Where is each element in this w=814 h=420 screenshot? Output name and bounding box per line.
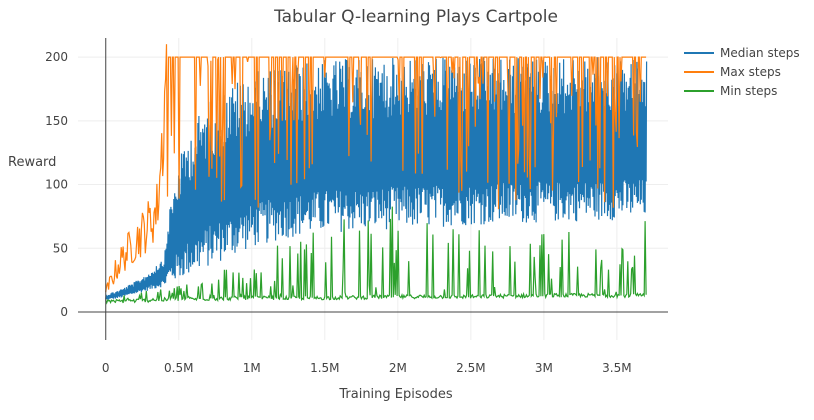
y-tick-label: 100 [45,178,68,192]
x-tick-label: 3M [535,361,553,375]
legend-label: Median steps [720,46,800,60]
x-axis-title: Training Episodes [338,387,452,402]
x-tick-label: 3.5M [602,361,631,375]
legend-item[interactable]: Median steps [684,46,800,60]
chart-title: Tabular Q-learning Plays Cartpole [273,7,558,27]
axes [78,38,668,340]
y-tick-labels: 0 50 100 150 200 [45,50,68,319]
series-area [105,44,648,305]
y-tick-label: 50 [53,241,68,255]
legend-item[interactable]: Min steps [684,84,777,98]
x-tick-label: 0.5M [164,361,193,375]
x-tick-label: 1.5M [310,361,339,375]
legend[interactable]: Median steps Max steps Min steps [684,46,800,98]
legend-label: Min steps [720,84,777,98]
legend-label: Max steps [720,65,781,79]
x-tick-label: 2M [389,361,407,375]
x-tick-label: 2.5M [456,361,485,375]
x-tick-labels: 0 0.5M 1M 1.5M 2M 2.5M 3M 3.5M [102,361,632,375]
y-tick-label: 200 [45,50,68,64]
y-tick-label: 150 [45,114,68,128]
x-tick-label: 1M [243,361,261,375]
max-steps-line [105,44,647,293]
y-axis-title: Reward [8,155,56,170]
min-steps-line [105,206,647,305]
y-tick-label: 0 [60,305,68,319]
legend-item[interactable]: Max steps [684,65,781,79]
x-tick-label: 0 [102,361,110,375]
